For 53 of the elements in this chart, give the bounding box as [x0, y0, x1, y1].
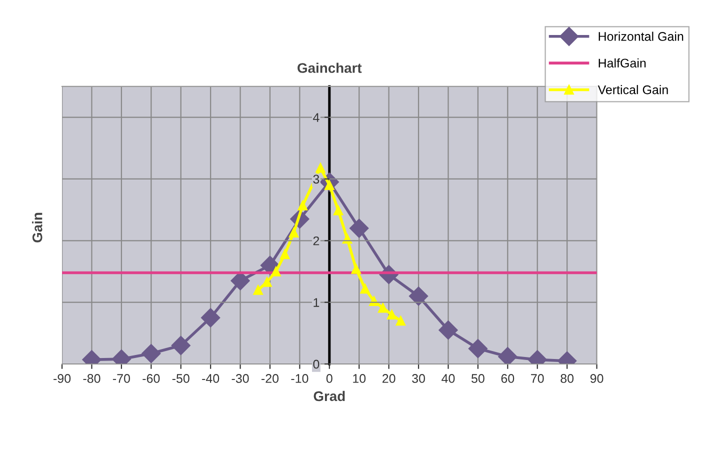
point: [350, 218, 369, 238]
point: [230, 271, 250, 290]
y-tick-label: 3: [313, 174, 320, 184]
x-tick-label: -20: [262, 374, 279, 383]
point: [288, 228, 299, 238]
x-tick-label: 80: [560, 374, 574, 383]
point: [386, 310, 397, 320]
x-tick-label: -30: [232, 374, 249, 383]
x-axis-title: Grad: [314, 390, 345, 402]
point: [271, 266, 281, 276]
legend-label: Vertical Gain: [598, 85, 668, 94]
point: [171, 336, 190, 356]
point: [468, 339, 488, 358]
point: [201, 308, 220, 328]
point: [378, 303, 388, 313]
point: [396, 316, 406, 326]
x-tick-label: 70: [531, 374, 544, 383]
point: [262, 277, 272, 287]
point: [298, 200, 308, 210]
y-tick-label: 1: [314, 298, 320, 307]
x-tick-label: 20: [382, 374, 396, 383]
x-tick-label: 60: [501, 374, 514, 383]
x-tick-label: 40: [442, 374, 455, 383]
x-tick-label: -40: [202, 374, 220, 383]
x-tick-label: -10: [291, 374, 308, 383]
point: [333, 206, 344, 216]
point: [408, 286, 428, 306]
x-tick-label: 90: [590, 374, 604, 383]
x-tick-label: -80: [83, 374, 100, 383]
point: [498, 347, 518, 364]
x-tick-label: -70: [112, 374, 130, 383]
x-tick-label: -50: [172, 374, 190, 383]
point: [280, 249, 290, 260]
x-tick-label: 50: [471, 374, 484, 383]
y-axis-title: Gain: [32, 212, 42, 242]
x-tick-label: 0: [326, 374, 332, 383]
y-tick-label: 4: [313, 113, 320, 122]
x-tick-label: -60: [142, 374, 160, 383]
y-tick-label: 2: [313, 236, 320, 246]
point: [316, 163, 326, 173]
x-tick-label: -90: [54, 374, 71, 383]
point: [142, 344, 161, 364]
chart-title: Gainchart: [298, 62, 362, 73]
point: [438, 320, 458, 340]
point: [351, 264, 362, 274]
x-tick-label: 30: [412, 374, 425, 383]
point: [253, 285, 263, 295]
x-tick-label: 10: [353, 374, 366, 383]
point: [360, 284, 370, 294]
y-tick-label: 0: [313, 360, 320, 369]
legend-label: HalfGain: [598, 58, 646, 68]
point: [369, 296, 379, 306]
legend-label: Horizontal Gain: [598, 32, 684, 41]
